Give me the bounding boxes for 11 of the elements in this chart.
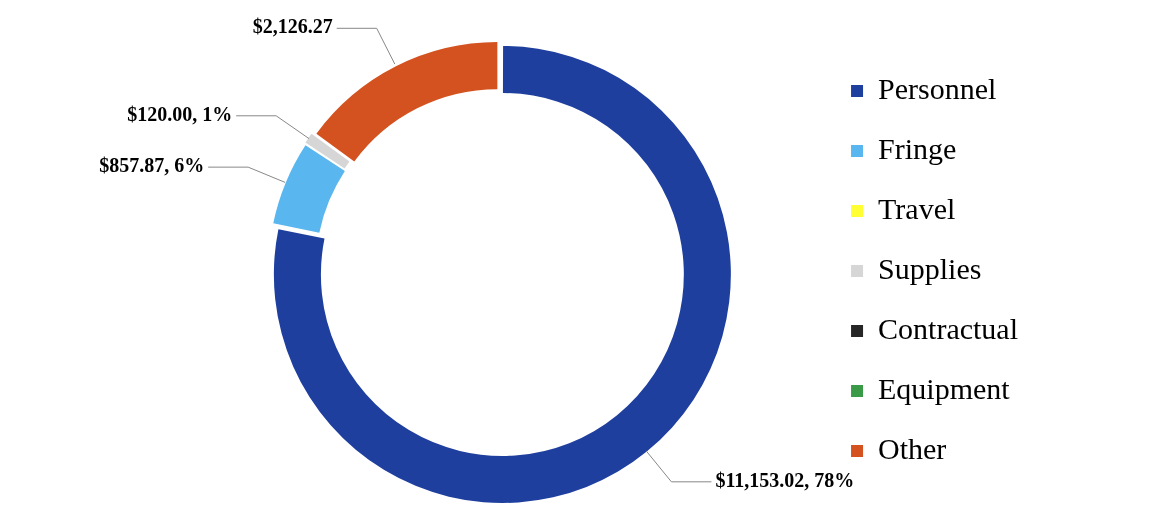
- legend-label: Contractual: [878, 311, 1018, 345]
- legend-label: Travel: [878, 191, 956, 225]
- legend-label: Equipment: [878, 371, 1011, 405]
- data-label: $857.87, 6%: [99, 154, 205, 177]
- legend-label: Supplies: [878, 251, 982, 285]
- data-label: $2,126.27: [252, 15, 333, 38]
- data-label: $120.00, 1%: [127, 102, 233, 125]
- legend-label: Personnel: [878, 71, 997, 105]
- legend-label: Other: [878, 431, 947, 465]
- legend-label: Fringe: [878, 131, 957, 165]
- data-label: $11,153.02, 78%: [715, 468, 855, 491]
